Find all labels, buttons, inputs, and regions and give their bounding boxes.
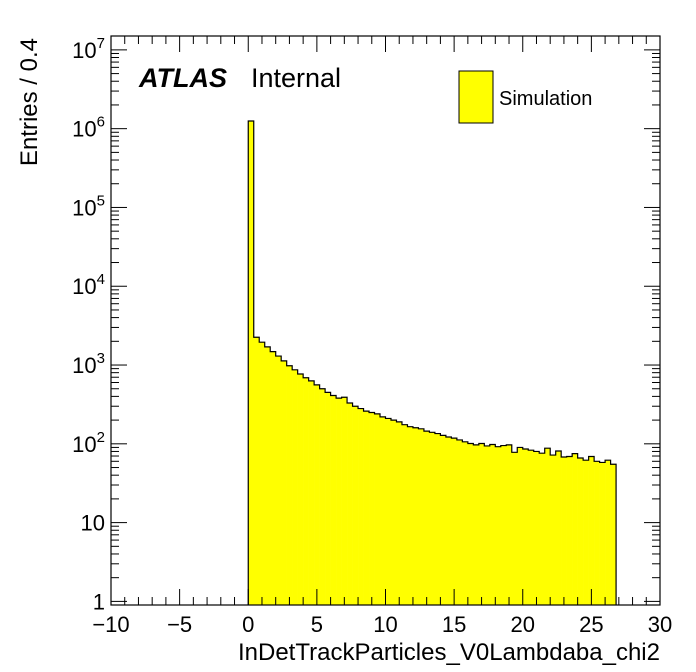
histogram-bin [610,464,617,605]
histogram-bin [396,421,403,605]
histogram-bin [418,428,425,605]
histogram-bin [352,406,359,605]
histogram-bin [297,373,304,605]
histogram-bin [286,365,293,605]
histogram-bin [248,121,255,605]
x-tick-label: 0 [242,612,254,637]
y-tick-label: 1 [93,589,105,614]
histogram-bin [583,460,589,605]
histogram-bin [478,443,485,605]
histogram-bin [390,420,397,605]
histogram-bin [511,452,518,605]
histogram-bin [412,427,419,605]
histogram-bin [341,397,348,605]
histogram-bin [434,433,441,605]
histogram-bin [451,438,458,605]
histogram-bin [429,432,436,605]
y-tick-label: 105 [72,192,105,220]
x-tick-label: 20 [511,612,535,637]
histogram-bin [533,451,540,605]
histogram-bin [572,453,578,605]
histogram-bin [264,346,271,605]
histogram-bin [539,453,546,605]
atlas-label: ATLAS [138,63,227,93]
histogram-bin [275,356,282,605]
histogram-bin [566,456,573,605]
histogram-bin [445,437,452,605]
histogram-bin [440,435,447,605]
histogram-bin [347,402,353,605]
histogram-bin [423,431,430,605]
legend-swatch [458,70,494,124]
histogram-bin [308,380,315,605]
histogram-bin [303,377,309,605]
atlas-status-label: Internal [251,63,341,93]
histogram-bin [555,451,562,605]
histogram-bin [495,446,502,605]
x-tick-label: 10 [373,612,397,637]
histogram-bin [380,416,386,605]
histogram-bin [456,439,463,605]
histogram-outline [247,120,617,605]
histogram-bin [588,456,595,605]
y-tick-label: 104 [72,271,105,299]
x-tick-label: −10 [92,612,129,637]
x-tick-label: −5 [167,612,192,637]
histogram-bin [374,413,381,605]
histogram-bin [358,408,364,605]
histogram-bin [385,418,392,605]
histogram-bin [489,444,496,605]
y-tick-label: 103 [72,350,105,378]
histogram-bin [561,457,567,605]
histogram-bin [473,444,480,605]
histogram-bin [253,337,260,605]
histogram-bin [522,448,529,605]
histogram-bin [594,461,600,605]
y-tick-label: 106 [72,114,105,142]
x-tick-label: 5 [311,612,323,637]
y-tick-label: 10 [81,511,105,536]
histogram-bin [577,458,584,605]
histogram-bin [484,445,491,605]
histogram-bin [319,388,326,605]
histogram-bin [363,411,370,605]
histogram-bin [605,460,611,605]
tick-labels: −10 −5 0 5 10 15 20 25 30 1 10 102 103 104 105 106 107 [72,35,672,637]
histogram-bin [467,443,474,605]
histogram-bin [506,444,513,605]
histogram-bin [407,426,414,605]
y-tick-label: 102 [72,429,105,457]
histogram-bin [369,412,375,605]
histogram-bin [599,462,606,605]
y-tick-label: 107 [72,35,105,63]
axis-ticks [110,36,661,606]
histogram-bin [281,360,287,605]
histogram-bin [330,395,337,605]
legend-label: Simulation [499,88,592,110]
histogram-bin [401,424,408,605]
histogram-bin [325,392,331,605]
y-axis-title: Entries / 0.4 [16,38,43,166]
x-tick-label: 25 [579,612,603,637]
x-tick-label: 15 [442,612,466,637]
histogram-bin [462,441,469,605]
x-tick-label: 30 [648,612,672,637]
x-axis-title: InDetTrackParticles_V0Lambdaba_chi2 [238,639,660,666]
histogram-bin [550,455,556,605]
histogram-bin [500,445,507,605]
histogram-bin [336,398,342,605]
histogram-bin [544,448,551,605]
histogram-bin [528,450,535,605]
histogram-bin [270,351,276,605]
histogram-bin [292,369,298,605]
histogram-bin [259,342,266,605]
histogram-bin [314,384,320,605]
histogram-bin [517,447,524,605]
histogram-bars [247,120,617,605]
